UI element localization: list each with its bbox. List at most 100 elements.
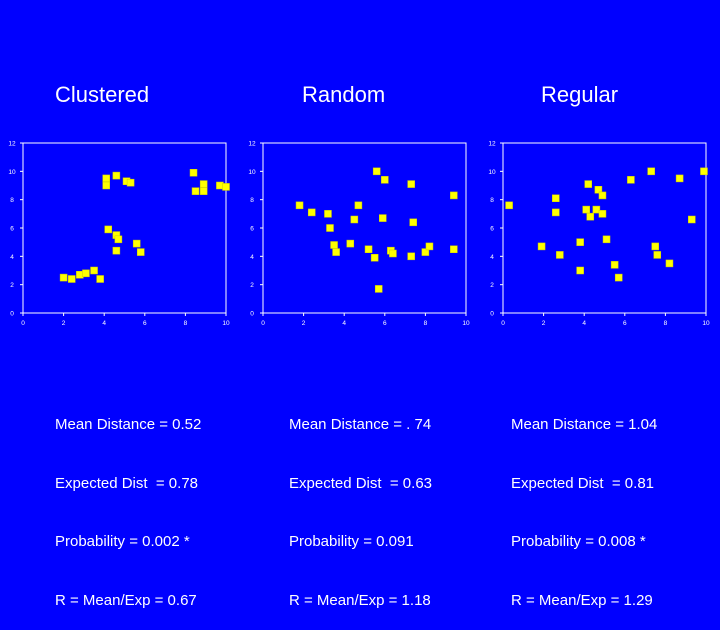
data-point xyxy=(647,167,655,176)
y-tick-label: 4 xyxy=(10,254,14,261)
x-tick-label: 0 xyxy=(261,320,265,327)
data-point xyxy=(425,242,434,251)
y-tick-label: 0 xyxy=(250,311,254,318)
data-point xyxy=(372,167,381,176)
data-point xyxy=(537,242,546,251)
x-tick-label: 0 xyxy=(501,320,505,327)
data-point xyxy=(326,224,334,232)
stat-mean-distance: Mean Distance = 0.52 xyxy=(55,416,202,433)
x-tick-label: 10 xyxy=(702,320,710,327)
y-tick-label: 0 xyxy=(10,311,14,318)
data-point xyxy=(199,180,208,188)
y-tick-label: 2 xyxy=(10,282,14,289)
data-point xyxy=(307,208,316,217)
data-point xyxy=(407,252,415,261)
data-point xyxy=(594,186,603,194)
x-tick-label: 2 xyxy=(62,320,66,327)
y-tick-label: 0 xyxy=(490,311,494,318)
y-tick-label: 10 xyxy=(248,169,256,176)
stat-r-ratio: R = Mean/Exp = 0.67 xyxy=(55,591,197,609)
stats-regular: Mean Distance = 1.04 Expected Dist = 0.8… xyxy=(511,376,657,630)
y-tick-label: 8 xyxy=(490,197,494,204)
data-point xyxy=(59,273,68,282)
data-point xyxy=(112,246,121,255)
data-point xyxy=(505,201,513,210)
data-point xyxy=(350,215,359,224)
data-point xyxy=(688,215,696,224)
x-tick-label: 4 xyxy=(342,320,346,327)
data-point xyxy=(332,248,340,256)
data-point xyxy=(675,174,684,183)
stat-expected-dist: Expected Dist = 0.63 xyxy=(289,474,432,492)
data-point xyxy=(114,235,123,244)
title-regular: Regular xyxy=(541,82,619,107)
stat-mean-distance: Mean Distance = . 74 xyxy=(289,416,432,433)
stats-random: Mean Distance = . 74 Expected Dist = 0.6… xyxy=(289,376,432,630)
data-point xyxy=(102,174,110,183)
data-point xyxy=(67,275,76,283)
data-point xyxy=(102,181,110,190)
data-point xyxy=(379,214,387,222)
data-point xyxy=(409,218,417,227)
data-point xyxy=(381,176,389,184)
scatter-plot-regular: 0 2 4 6 8 10 12 0 2 4 6 8 10 xyxy=(488,141,710,328)
scatter-plot-clustered: 0 2 4 6 8 10 12 0 2 4 6 8 10 xyxy=(8,141,230,328)
data-point xyxy=(354,201,363,210)
stats-clustered: Mean Distance = 0.52 Expected Dist = 0.7… xyxy=(55,376,201,630)
y-tick-label: 12 xyxy=(488,141,496,148)
y-tick-label: 10 xyxy=(8,169,16,176)
data-point xyxy=(364,245,373,253)
scatter-plot-random: 0 2 4 6 8 10 12 0 2 4 6 8 10 xyxy=(248,141,470,328)
data-point xyxy=(700,167,708,176)
x-tick-label: 2 xyxy=(542,320,546,327)
y-tick-label: 8 xyxy=(10,197,14,204)
data-point xyxy=(651,242,659,251)
y-tick-label: 6 xyxy=(490,226,494,233)
x-tick-label: 0 xyxy=(21,320,25,327)
data-point xyxy=(602,235,611,244)
y-tick-label: 6 xyxy=(250,226,254,233)
data-point xyxy=(330,241,338,249)
data-point xyxy=(324,210,332,218)
data-point xyxy=(582,205,590,214)
x-tick-label: 10 xyxy=(462,320,470,327)
data-point xyxy=(576,238,584,246)
plot-frame xyxy=(262,142,467,314)
data-point xyxy=(189,169,198,177)
y-tick-label: 10 xyxy=(488,169,496,176)
data-point xyxy=(90,266,98,275)
x-tick-label: 8 xyxy=(664,320,668,327)
y-tick-label: 12 xyxy=(8,141,16,148)
data-point xyxy=(598,210,607,218)
stat-r-ratio: R = Mean/Exp = 1.29 xyxy=(511,591,653,609)
data-point xyxy=(450,245,458,253)
title-random: Random xyxy=(302,82,386,107)
data-point xyxy=(295,201,304,210)
stat-r-ratio: R = Mean/Exp = 1.18 xyxy=(289,591,431,609)
y-tick-label: 12 xyxy=(248,141,256,148)
data-point xyxy=(370,254,379,262)
data-point xyxy=(586,212,595,221)
plot-frame xyxy=(502,142,707,314)
plot-frame xyxy=(22,142,227,314)
data-point xyxy=(421,248,430,256)
data-point xyxy=(136,248,145,256)
data-point xyxy=(126,178,135,187)
stat-mean-distance: Mean Distance = 1.04 xyxy=(511,416,658,433)
data-point xyxy=(592,205,601,214)
data-point xyxy=(222,183,230,191)
data-point xyxy=(552,194,560,202)
y-tick-label: 6 xyxy=(10,226,14,233)
x-tick-label: 6 xyxy=(623,320,627,327)
data-point xyxy=(584,180,593,188)
y-tick-label: 2 xyxy=(490,282,494,289)
stat-expected-dist: Expected Dist = 0.81 xyxy=(511,474,654,492)
y-tick-label: 8 xyxy=(250,197,254,204)
stat-expected-dist: Expected Dist = 0.78 xyxy=(55,474,198,492)
data-point xyxy=(598,191,607,200)
data-point xyxy=(199,187,208,195)
y-tick-label: 4 xyxy=(490,254,494,261)
data-point xyxy=(450,191,458,200)
data-point xyxy=(665,259,674,268)
data-point xyxy=(132,239,141,248)
